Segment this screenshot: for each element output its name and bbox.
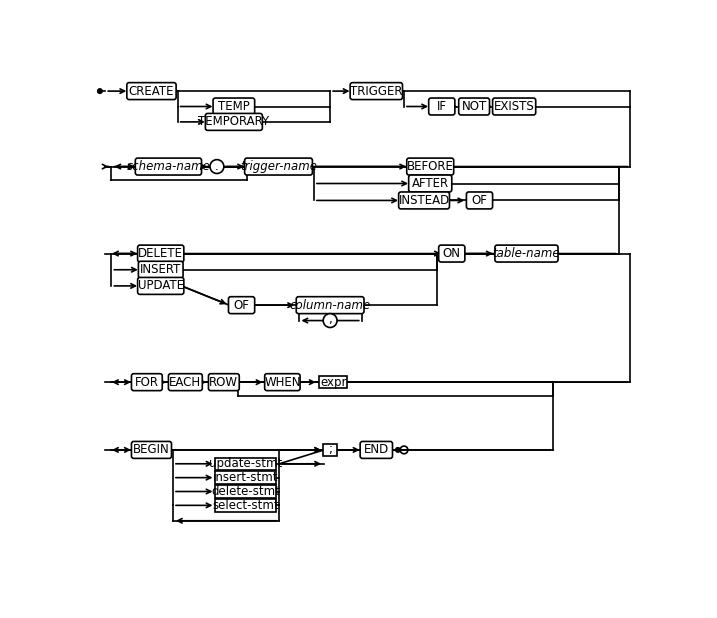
FancyBboxPatch shape	[168, 374, 202, 391]
Text: AFTER: AFTER	[412, 177, 449, 190]
Text: expr: expr	[320, 376, 346, 389]
FancyBboxPatch shape	[138, 277, 184, 294]
FancyBboxPatch shape	[213, 98, 255, 115]
FancyBboxPatch shape	[127, 83, 176, 99]
FancyBboxPatch shape	[229, 297, 255, 313]
Text: BEGIN: BEGIN	[133, 444, 170, 457]
FancyBboxPatch shape	[459, 98, 490, 115]
FancyBboxPatch shape	[214, 472, 276, 484]
Text: table-name: table-name	[493, 247, 560, 260]
Text: delete-stmt: delete-stmt	[211, 485, 280, 498]
Text: INSTEAD: INSTEAD	[399, 194, 450, 207]
Text: IF: IF	[437, 100, 447, 113]
FancyBboxPatch shape	[360, 441, 392, 459]
FancyBboxPatch shape	[399, 192, 450, 209]
FancyBboxPatch shape	[495, 245, 558, 262]
Text: BEFORE: BEFORE	[407, 160, 454, 173]
Text: TEMPORARY: TEMPORARY	[199, 116, 270, 129]
FancyBboxPatch shape	[429, 98, 455, 115]
Text: OF: OF	[234, 298, 250, 311]
Text: ROW: ROW	[209, 376, 238, 389]
Text: .: .	[215, 160, 219, 173]
Text: ,: ,	[328, 313, 332, 326]
FancyBboxPatch shape	[214, 485, 276, 497]
Text: NOT: NOT	[462, 100, 487, 113]
Text: OF: OF	[472, 194, 488, 207]
Text: ;: ;	[328, 444, 332, 457]
FancyBboxPatch shape	[138, 261, 183, 278]
Text: select-stmt: select-stmt	[212, 499, 279, 512]
Text: CREATE: CREATE	[129, 85, 174, 98]
Text: trigger-name: trigger-name	[240, 160, 317, 173]
Text: insert-stmt: insert-stmt	[213, 471, 278, 484]
FancyBboxPatch shape	[350, 83, 402, 99]
FancyBboxPatch shape	[131, 441, 171, 459]
Text: FOR: FOR	[135, 376, 159, 389]
FancyBboxPatch shape	[265, 374, 300, 391]
FancyBboxPatch shape	[131, 374, 162, 391]
Text: update-stmt: update-stmt	[209, 457, 282, 470]
Text: INSERT: INSERT	[140, 263, 181, 276]
Ellipse shape	[323, 313, 337, 328]
FancyBboxPatch shape	[319, 376, 347, 388]
Ellipse shape	[210, 159, 224, 174]
FancyBboxPatch shape	[323, 444, 337, 456]
Text: EXISTS: EXISTS	[494, 100, 534, 113]
Text: DELETE: DELETE	[138, 247, 184, 260]
Text: schema-name: schema-name	[126, 160, 210, 173]
Text: EACH: EACH	[169, 376, 201, 389]
Circle shape	[396, 447, 400, 452]
FancyBboxPatch shape	[214, 457, 276, 470]
Text: UPDATE: UPDATE	[138, 279, 184, 292]
Text: column-name: column-name	[290, 298, 371, 311]
FancyBboxPatch shape	[244, 158, 313, 175]
FancyBboxPatch shape	[136, 158, 201, 175]
FancyBboxPatch shape	[466, 192, 493, 209]
FancyBboxPatch shape	[493, 98, 536, 115]
FancyBboxPatch shape	[214, 499, 276, 512]
FancyBboxPatch shape	[296, 297, 364, 313]
FancyBboxPatch shape	[205, 114, 262, 130]
Text: TEMP: TEMP	[218, 100, 250, 113]
FancyBboxPatch shape	[409, 175, 452, 192]
FancyBboxPatch shape	[407, 158, 454, 175]
Text: ON: ON	[443, 247, 461, 260]
Text: END: END	[364, 444, 389, 457]
FancyBboxPatch shape	[439, 245, 465, 262]
FancyBboxPatch shape	[209, 374, 239, 391]
FancyBboxPatch shape	[138, 245, 184, 262]
Text: TRIGGER: TRIGGER	[350, 85, 402, 98]
Text: WHEN: WHEN	[264, 376, 300, 389]
Circle shape	[98, 89, 103, 93]
